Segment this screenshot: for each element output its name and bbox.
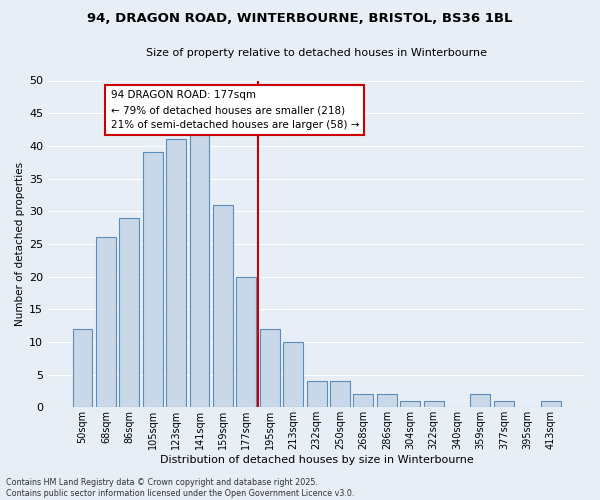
Bar bbox=[143, 152, 163, 408]
Bar bbox=[494, 401, 514, 407]
Bar bbox=[166, 140, 186, 407]
X-axis label: Distribution of detached houses by size in Winterbourne: Distribution of detached houses by size … bbox=[160, 455, 473, 465]
Bar bbox=[283, 342, 303, 407]
Bar bbox=[213, 204, 233, 408]
Bar bbox=[330, 381, 350, 407]
Bar bbox=[96, 238, 116, 408]
Bar bbox=[190, 133, 209, 407]
Bar bbox=[307, 381, 326, 407]
Bar bbox=[73, 329, 92, 407]
Bar bbox=[377, 394, 397, 407]
Bar bbox=[400, 401, 420, 407]
Bar bbox=[119, 218, 139, 408]
Bar bbox=[541, 401, 560, 407]
Text: 94, DRAGON ROAD, WINTERBOURNE, BRISTOL, BS36 1BL: 94, DRAGON ROAD, WINTERBOURNE, BRISTOL, … bbox=[87, 12, 513, 26]
Text: 94 DRAGON ROAD: 177sqm
← 79% of detached houses are smaller (218)
21% of semi-de: 94 DRAGON ROAD: 177sqm ← 79% of detached… bbox=[110, 90, 359, 130]
Bar bbox=[353, 394, 373, 407]
Bar bbox=[424, 401, 443, 407]
Bar bbox=[236, 276, 256, 407]
Bar bbox=[260, 329, 280, 407]
Text: Contains HM Land Registry data © Crown copyright and database right 2025.
Contai: Contains HM Land Registry data © Crown c… bbox=[6, 478, 355, 498]
Bar bbox=[470, 394, 490, 407]
Title: Size of property relative to detached houses in Winterbourne: Size of property relative to detached ho… bbox=[146, 48, 487, 58]
Y-axis label: Number of detached properties: Number of detached properties bbox=[15, 162, 25, 326]
